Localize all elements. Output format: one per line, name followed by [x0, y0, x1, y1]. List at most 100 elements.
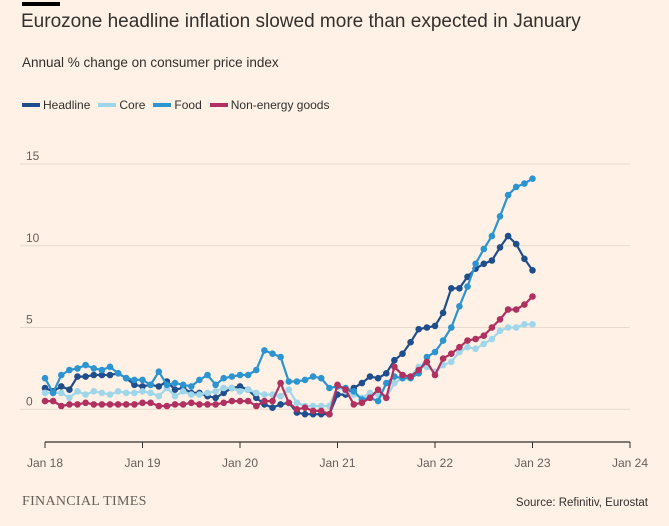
data-point-core — [480, 340, 488, 348]
data-point-headline — [391, 356, 398, 364]
data-point-core — [66, 394, 73, 402]
data-point-food — [163, 381, 171, 389]
data-point-headline — [171, 386, 179, 393]
data-point-non-energy-goods — [285, 399, 293, 407]
data-point-non-energy-goods — [464, 337, 471, 344]
data-point-headline — [374, 374, 382, 382]
data-point-headline — [269, 404, 276, 412]
data-point-core — [309, 402, 317, 410]
data-point-non-energy-goods — [439, 355, 447, 362]
data-point-food — [196, 376, 203, 384]
data-point-headline — [415, 325, 423, 333]
data-point-headline — [58, 383, 65, 390]
data-point-headline — [529, 267, 536, 274]
data-point-food — [98, 366, 106, 374]
x-tick-label: Jan 24 — [612, 456, 648, 470]
data-point-core — [212, 388, 219, 395]
data-point-food — [448, 324, 455, 331]
data-point-food — [269, 350, 276, 357]
data-point-non-energy-goods — [58, 402, 65, 410]
data-point-core — [277, 392, 284, 400]
data-point-non-energy-goods — [114, 401, 122, 408]
data-point-non-energy-goods — [261, 397, 268, 405]
data-point-non-energy-goods — [220, 399, 227, 407]
data-point-food — [464, 283, 471, 290]
data-point-non-energy-goods — [90, 401, 98, 408]
data-point-headline — [504, 232, 512, 240]
data-point-non-energy-goods — [204, 401, 211, 408]
legend-label-core: Core — [119, 98, 146, 112]
legend-swatch-non-energy-goods — [209, 103, 228, 107]
data-point-food — [212, 381, 219, 389]
legend-swatch-food — [153, 103, 172, 107]
data-point-non-energy-goods — [407, 373, 414, 380]
data-point-food — [179, 381, 187, 389]
data-point-food — [131, 376, 138, 384]
data-point-core — [244, 386, 252, 393]
data-point-food — [228, 373, 236, 380]
data-point-food — [431, 348, 439, 356]
data-point-food — [236, 371, 244, 379]
data-point-food — [480, 245, 488, 253]
data-point-headline — [496, 244, 504, 251]
data-point-food — [326, 384, 333, 392]
data-point-non-energy-goods — [366, 394, 374, 402]
data-point-core — [41, 389, 49, 397]
data-point-food — [90, 365, 98, 372]
data-point-core — [512, 324, 520, 331]
data-point-core — [391, 379, 398, 387]
data-point-non-energy-goods — [49, 397, 57, 405]
data-point-headline — [464, 273, 471, 281]
data-point-non-energy-goods — [504, 306, 512, 313]
data-point-core — [106, 391, 114, 398]
data-point-non-energy-goods — [228, 397, 236, 405]
data-point-core — [293, 399, 301, 407]
data-point-headline — [512, 240, 520, 248]
data-point-core — [504, 324, 512, 331]
data-point-headline — [521, 255, 528, 263]
data-point-food — [155, 368, 163, 375]
data-point-core — [488, 335, 496, 343]
legend-item-core: Core — [98, 98, 145, 112]
data-point-food — [529, 175, 536, 182]
data-point-food — [317, 374, 325, 382]
x-tick-label: Jan 18 — [27, 456, 63, 470]
data-point-non-energy-goods — [334, 381, 341, 389]
data-point-non-energy-goods — [147, 399, 154, 407]
data-point-non-energy-goods — [496, 316, 504, 323]
data-point-non-energy-goods — [358, 399, 366, 407]
legend-swatch-core — [98, 103, 117, 107]
data-point-headline — [139, 383, 146, 390]
data-point-non-energy-goods — [163, 402, 171, 410]
data-point-food — [277, 353, 284, 361]
legend-label-food: Food — [174, 98, 202, 112]
data-point-food — [488, 232, 496, 240]
data-point-non-energy-goods — [252, 402, 260, 410]
data-point-core — [171, 392, 179, 400]
data-point-core — [236, 388, 244, 395]
data-point-headline — [277, 401, 284, 408]
data-point-core — [155, 392, 163, 400]
data-point-non-energy-goods — [122, 401, 130, 408]
x-tick-label: Jan 22 — [417, 456, 453, 470]
data-point-food — [74, 365, 81, 372]
data-point-headline — [366, 373, 374, 380]
chart-subtitle: Annual % change on consumer price index — [22, 55, 279, 70]
data-point-headline — [90, 371, 98, 379]
data-point-core — [464, 343, 471, 351]
data-point-headline — [236, 383, 244, 390]
data-point-core — [188, 391, 195, 398]
x-tick-label: Jan 21 — [319, 456, 355, 470]
data-point-food — [504, 191, 512, 199]
data-point-non-energy-goods — [512, 306, 520, 313]
data-point-food — [58, 371, 65, 379]
data-point-non-energy-goods — [139, 399, 146, 407]
data-point-food — [82, 361, 89, 369]
data-point-food — [66, 366, 73, 374]
y-tick-label: 10 — [26, 231, 40, 245]
data-point-non-energy-goods — [415, 366, 423, 374]
data-point-non-energy-goods — [188, 399, 195, 407]
data-point-food — [374, 397, 382, 405]
ft-brand-logo: FINANCIAL TIMES — [22, 494, 147, 509]
data-point-non-energy-goods — [309, 407, 317, 415]
